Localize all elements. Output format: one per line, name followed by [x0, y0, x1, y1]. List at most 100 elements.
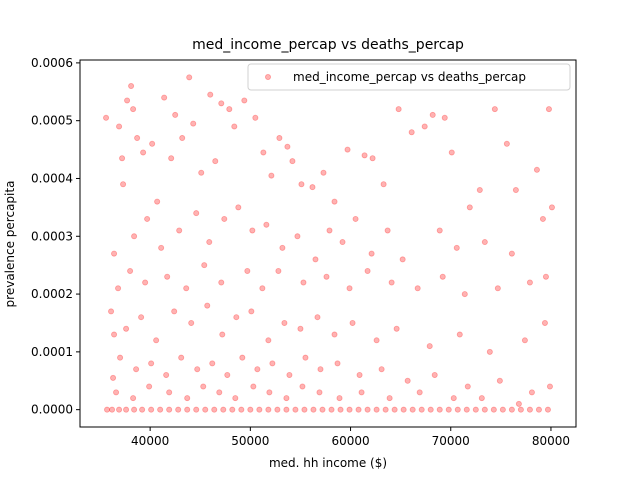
data-point [331, 198, 338, 205]
data-point [119, 155, 126, 162]
data-point [445, 406, 452, 413]
data-point [175, 406, 182, 413]
data-point [334, 360, 341, 367]
data-point [178, 354, 185, 361]
data-point [239, 354, 246, 361]
data-point [373, 337, 380, 344]
data-point [283, 406, 290, 413]
legend: med_income_percap vs deaths_percap [247, 63, 571, 91]
data-point [164, 273, 171, 280]
data-point [184, 395, 191, 402]
data-point [202, 406, 209, 413]
data-point [453, 244, 460, 251]
legend-label: med_income_percap vs deaths_percap [293, 70, 526, 84]
data-point [183, 285, 190, 292]
data-point [476, 187, 483, 194]
data-point [241, 97, 248, 104]
data-point [211, 406, 218, 413]
data-point [226, 106, 233, 113]
data-point [212, 158, 219, 165]
data-point [209, 360, 216, 367]
data-point [166, 389, 173, 396]
data-point [139, 406, 146, 413]
data-point [431, 371, 438, 378]
data-point [503, 140, 510, 147]
data-point [298, 181, 305, 188]
data-point [194, 366, 201, 373]
data-point [310, 406, 317, 413]
plot-frame [79, 59, 577, 428]
data-point [269, 360, 276, 367]
data-point [356, 371, 363, 378]
data-point [171, 308, 178, 315]
data-point [499, 406, 506, 413]
data-point [292, 406, 299, 413]
data-point [395, 106, 402, 113]
data-point [186, 74, 193, 81]
data-point [448, 149, 455, 156]
data-point [508, 406, 515, 413]
data-point [344, 146, 351, 153]
data-point [123, 406, 130, 413]
data-point [266, 389, 273, 396]
data-point [116, 406, 123, 413]
data-point [349, 319, 356, 326]
data-point [252, 114, 259, 121]
data-point [176, 227, 183, 234]
data-point [491, 106, 498, 113]
data-point [218, 279, 225, 286]
data-point [463, 406, 470, 413]
data-point [283, 395, 290, 402]
data-point [256, 406, 263, 413]
data-point [508, 250, 515, 257]
data-point [404, 377, 411, 384]
data-point [207, 91, 214, 98]
data-point [133, 366, 140, 373]
data-point [464, 383, 471, 390]
data-point [232, 395, 239, 402]
data-point [391, 406, 398, 413]
data-point [128, 83, 135, 90]
data-point [526, 406, 533, 413]
data-point [317, 366, 324, 373]
data-point [490, 406, 497, 413]
data-point [309, 184, 316, 191]
x-axis: 40000 50000 60000 70000 80000 [131, 427, 570, 448]
data-point [260, 149, 267, 156]
data-point [361, 152, 368, 159]
y-axis-label: prevalence percapita [3, 181, 17, 308]
data-point [319, 406, 326, 413]
data-point [204, 302, 211, 309]
data-point [233, 314, 240, 321]
data-point [201, 262, 208, 269]
data-point [248, 308, 255, 315]
data-point [454, 406, 461, 413]
data-point [131, 406, 138, 413]
x-tick-label: 80000 [532, 434, 570, 448]
data-point [408, 129, 415, 136]
data-point [478, 395, 485, 402]
data-point [331, 331, 338, 338]
data-point [206, 239, 213, 246]
data-point [148, 406, 155, 413]
data-point [219, 331, 226, 338]
data-point [154, 198, 161, 205]
data-point [386, 395, 393, 402]
plot-area [79, 59, 577, 428]
data-point [346, 406, 353, 413]
data-point [116, 123, 123, 130]
data-point [414, 285, 421, 292]
data-point [111, 250, 118, 257]
data-point [130, 106, 137, 113]
data-point [378, 366, 385, 373]
y-tick-label: 0.0004 [31, 171, 73, 185]
data-point [144, 215, 151, 222]
data-point [104, 406, 111, 413]
data-point [188, 319, 195, 326]
data-point [481, 239, 488, 246]
data-point [190, 120, 197, 127]
data-point [388, 279, 395, 286]
data-point [546, 383, 553, 390]
data-point [244, 267, 251, 274]
